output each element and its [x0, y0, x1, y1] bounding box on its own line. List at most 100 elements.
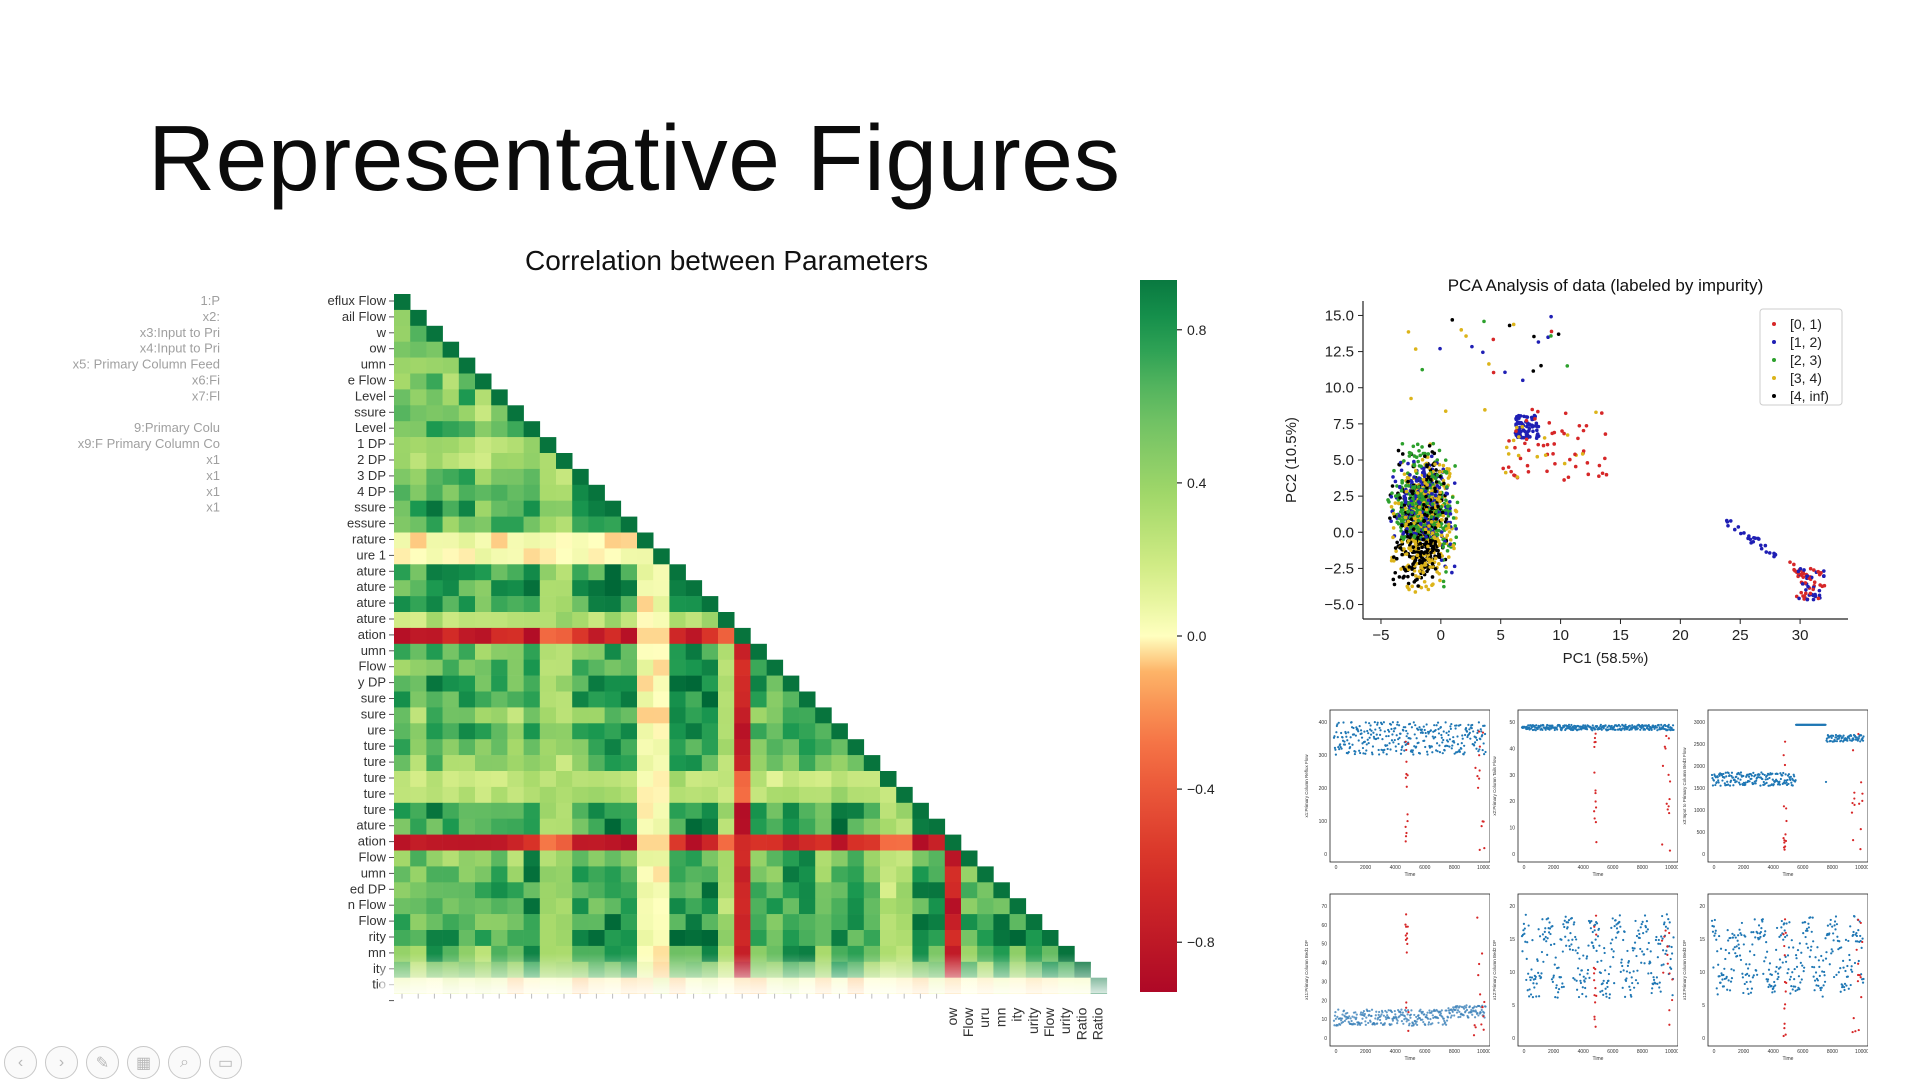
- heatmap-cell: [701, 612, 719, 629]
- heatmap-cell: [1025, 930, 1043, 947]
- heatmap-cell: [620, 755, 638, 772]
- pca-legend-marker: [1772, 376, 1776, 380]
- panel-point: [1771, 772, 1774, 775]
- panel-point: [1840, 946, 1843, 949]
- panel-point: [1560, 938, 1563, 941]
- heatmap-cell: [669, 627, 686, 645]
- heatmap-cell: [782, 882, 800, 899]
- heatmap-cell: [588, 707, 605, 724]
- pca-point: [1447, 530, 1452, 534]
- heatmap-cell: [458, 930, 476, 947]
- panel-point: [1390, 739, 1394, 742]
- heatmap-cell: [831, 930, 848, 947]
- heatmap-cell: [993, 914, 1010, 931]
- panel-point: [1349, 1017, 1352, 1020]
- pca-point: [1441, 579, 1446, 584]
- panel-point: [1401, 745, 1404, 748]
- panel-anomaly: [1666, 962, 1669, 965]
- panel-point: [1647, 724, 1650, 727]
- pca-point: [1448, 471, 1452, 476]
- panel-point: [1413, 745, 1416, 748]
- panel-point: [1774, 984, 1777, 987]
- panel-point: [1534, 729, 1537, 732]
- panel-anomaly: [1592, 966, 1595, 969]
- heatmap-cell: [896, 834, 913, 851]
- heatmap-cell: [718, 739, 735, 756]
- panel-point: [1375, 1010, 1378, 1013]
- panel-point: [1857, 959, 1860, 963]
- panel-point: [1649, 950, 1652, 953]
- pca-point: [1391, 535, 1395, 540]
- pca-point: [1411, 496, 1415, 501]
- heatmap-cell: [750, 850, 767, 867]
- heatmap-cell: [507, 405, 524, 422]
- panel-point: [1597, 927, 1601, 930]
- pca-point: [1816, 569, 1821, 574]
- heatmap-cell: [442, 421, 460, 438]
- pca-point: [1412, 531, 1416, 536]
- panel-point: [1456, 1005, 1459, 1008]
- panel-point: [1459, 1015, 1462, 1018]
- panel-point: [1663, 921, 1666, 924]
- pca-point: [1452, 481, 1457, 485]
- panel-point: [1389, 723, 1393, 726]
- pca-point: [1450, 318, 1455, 322]
- panel-point: [1365, 1016, 1368, 1019]
- heatmap-cell: [815, 739, 832, 756]
- panel-point: [1639, 947, 1642, 951]
- panel-point: [1377, 1013, 1380, 1016]
- heatmap-cell: [831, 898, 848, 915]
- heatmap-cell: [847, 930, 865, 947]
- pca-point: [1409, 396, 1413, 401]
- heatmap-cell: [491, 771, 508, 788]
- pca-point: [1436, 562, 1441, 566]
- pca-point: [1739, 531, 1743, 536]
- panel-anomaly: [1405, 1001, 1408, 1004]
- panel-anomaly: [1665, 802, 1668, 805]
- pca-point: [1459, 328, 1464, 332]
- panel-point: [1567, 723, 1571, 726]
- heatmap-cell: [475, 771, 492, 788]
- heatmap-cell: [410, 786, 427, 804]
- panel-point: [1591, 941, 1594, 944]
- panel-point: [1601, 982, 1604, 985]
- heatmap-cell: [604, 580, 622, 597]
- heatmap-cell: [734, 898, 751, 915]
- panel-point: [1571, 948, 1574, 952]
- panel-point: [1839, 734, 1842, 738]
- heatmap-cell: [556, 834, 573, 851]
- pca-point: [1419, 479, 1423, 484]
- panel-point: [1439, 1010, 1442, 1013]
- panel-x-label: Time: [1783, 1056, 1794, 1062]
- panel-point: [1750, 931, 1753, 934]
- heatmap-cell: [701, 739, 719, 756]
- pca-point: [1419, 488, 1424, 493]
- pca-point: [1401, 512, 1405, 516]
- pca-point: [1424, 507, 1429, 512]
- panel-point: [1635, 934, 1639, 938]
- pca-point: [1425, 455, 1430, 459]
- pca-point: [1410, 556, 1415, 561]
- heatmap-cell: [539, 914, 557, 931]
- pca-point: [1524, 437, 1529, 442]
- panel-point: [1363, 740, 1366, 743]
- panel-point: [1534, 975, 1537, 978]
- pca-point: [1400, 441, 1405, 446]
- pca-point: [1562, 478, 1566, 482]
- heatmap-cell: [491, 882, 508, 899]
- panel-point: [1461, 734, 1464, 737]
- heatmap-cell: [637, 739, 654, 756]
- panel-point: [1563, 919, 1566, 922]
- panel-point: [1738, 783, 1742, 786]
- colorbar-tick-label: −0.4: [1187, 781, 1215, 797]
- panel-point: [1591, 724, 1594, 727]
- panel-point: [1445, 1019, 1449, 1022]
- heatmap-cell: [637, 627, 654, 645]
- panel-y-tick-label: 30: [1321, 979, 1327, 985]
- panel-point: [1582, 954, 1585, 957]
- panel-point: [1804, 921, 1807, 924]
- pca-point: [1438, 346, 1442, 351]
- heatmap-cell: [556, 548, 573, 565]
- panel-point: [1618, 920, 1621, 924]
- panel-point: [1624, 979, 1628, 983]
